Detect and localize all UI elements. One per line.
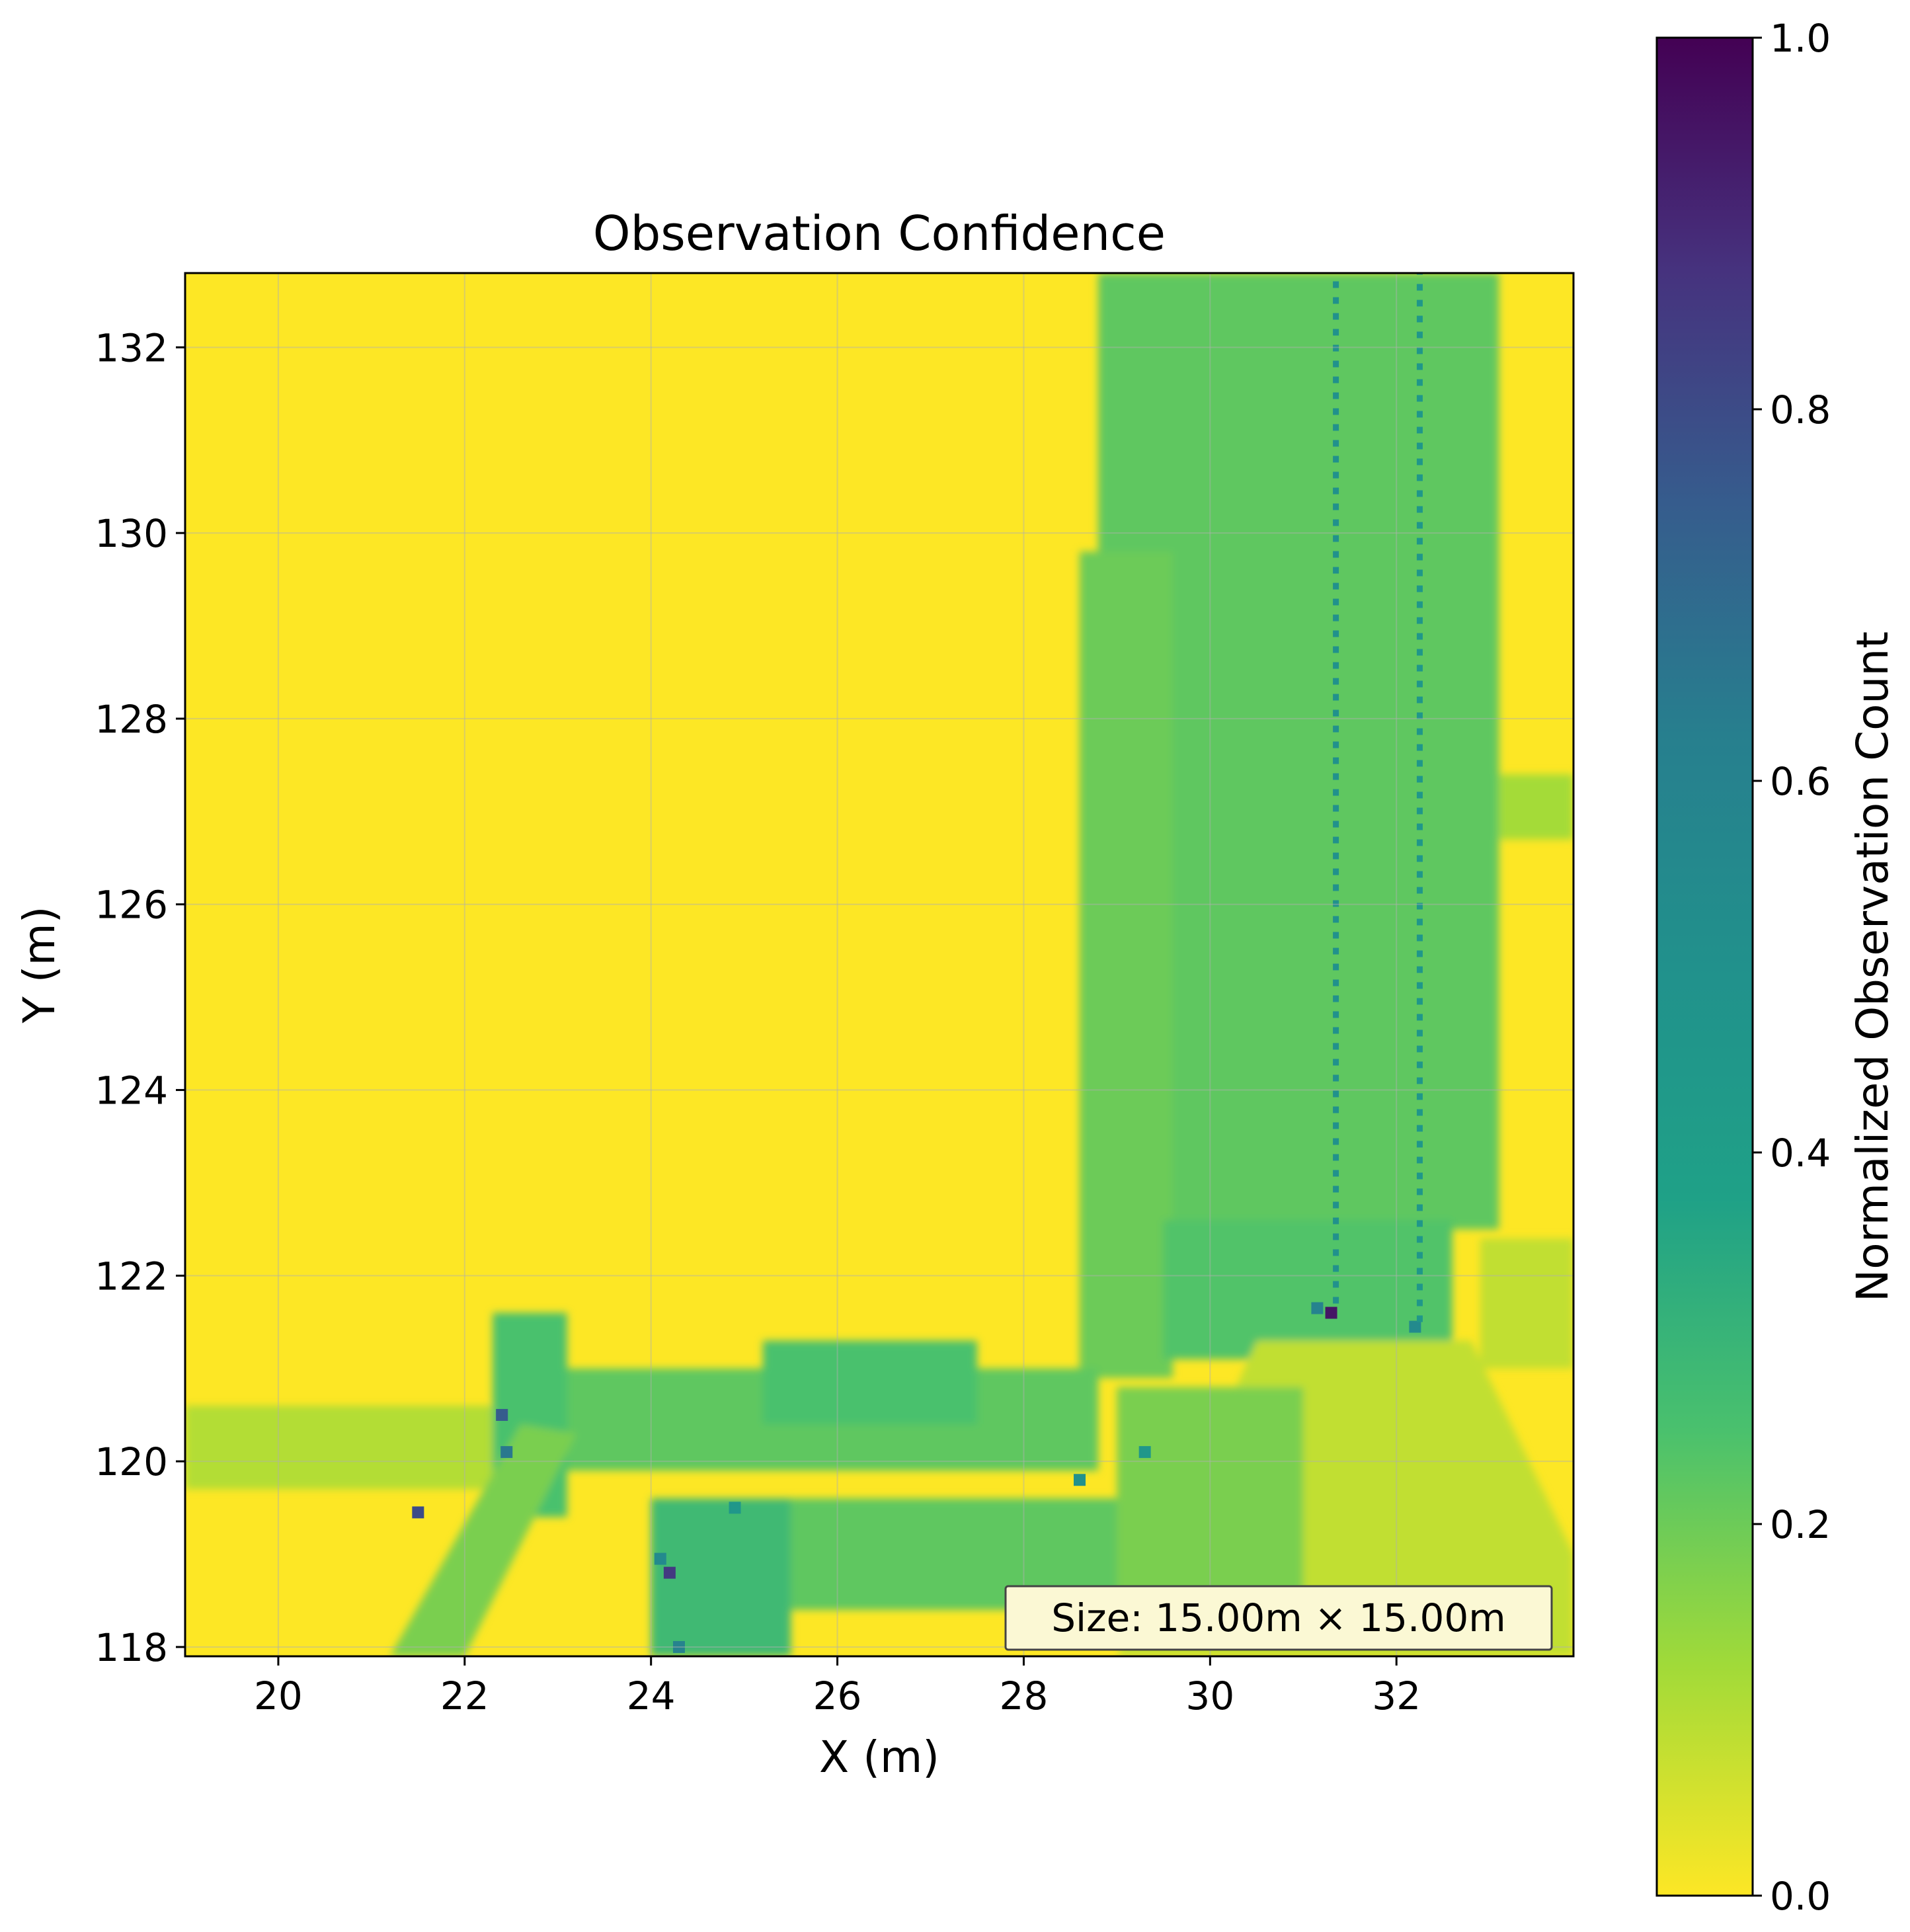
heatmap-tracks (1333, 273, 1423, 1322)
colorbar-ticks: 0.0 0.2 0.4 0.6 0.8 1.0 (1753, 16, 1831, 1919)
colorbar: 0.0 0.2 0.4 0.6 0.8 1.0 Normalized Observatio… (1655, 16, 1898, 1919)
colorbar-tick-label: 0.6 (1770, 759, 1831, 804)
heatmap-peak-1 (1311, 1302, 1324, 1314)
heatmap-peak-4 (496, 1408, 508, 1421)
heatmap-peaks (412, 1302, 1421, 1653)
plot-frame (184, 272, 1575, 1658)
x-tick-label: 20 (254, 1673, 303, 1718)
y-tick-label: 130 (95, 511, 168, 556)
y-tick-label: 122 (95, 1254, 168, 1299)
heatmap-peak-5 (500, 1446, 513, 1459)
heatmap-peak-8 (1074, 1474, 1086, 1486)
heatmap-peak-7 (1409, 1320, 1421, 1333)
x-tick-label: 32 (1372, 1673, 1421, 1718)
x-tick-label: 22 (440, 1673, 489, 1718)
annotation-box (1004, 1585, 1553, 1651)
heatmap-region-7 (762, 1340, 977, 1424)
colorbar-gradient (1655, 36, 1754, 1897)
heatmap-region-3 (1480, 1238, 1573, 1369)
colorbar-tick-label: 0.2 (1770, 1502, 1831, 1547)
colorbar-tick-label: 0.4 (1770, 1131, 1831, 1176)
x-tick-label: 24 (627, 1673, 676, 1718)
y-tick-label: 132 (95, 325, 168, 370)
y-tick-label: 126 (95, 883, 168, 928)
heatmap-plot: 20 22 24 26 28 30 32 118 120 122 124 126 128 130 132 (95, 272, 1575, 1718)
heatmap-peak-11 (672, 1640, 685, 1653)
heatmap-region-4 (1163, 1220, 1452, 1359)
x-tick-label: 26 (813, 1673, 862, 1718)
x-tick-label: 28 (1000, 1673, 1049, 1718)
heatmap-region-1 (1080, 551, 1173, 1378)
y-tick-label: 120 (95, 1439, 168, 1484)
grid-lines (185, 273, 1573, 1656)
heatmap-peak-0 (1325, 1307, 1337, 1319)
x-ticks: 20 22 24 26 28 30 32 (254, 1656, 1421, 1718)
y-ticks: 118 120 122 124 126 128 130 132 (95, 325, 185, 1670)
heatmap-region-10 (390, 1424, 577, 1656)
x-axis-label: X (m) (819, 1732, 939, 1783)
heatmap-peak-9 (1138, 1446, 1151, 1459)
annotation-text: Size: 15.00m × 15.00m (1051, 1595, 1506, 1640)
chart-title: Observation Confidence (593, 206, 1166, 261)
y-tick-label: 124 (95, 1068, 168, 1113)
heatmap-peak-2 (663, 1566, 676, 1579)
y-tick-label: 118 (95, 1625, 168, 1670)
y-axis-label: Y (m) (14, 906, 65, 1024)
heatmap-region-9 (185, 1405, 493, 1490)
colorbar-tick-label: 0.8 (1770, 387, 1831, 432)
x-tick-label: 30 (1185, 1673, 1234, 1718)
heatmap-peak-10 (729, 1502, 741, 1514)
heatmap-peak-6 (412, 1506, 424, 1519)
size-annotation: Size: 15.00m × 15.00m (1004, 1585, 1553, 1651)
y-tick-label: 128 (95, 697, 168, 742)
heatmap-peak-3 (654, 1552, 666, 1565)
heatmap-region-2 (1499, 774, 1573, 840)
colorbar-tick-label: 0.0 (1770, 1874, 1831, 1919)
colorbar-label: Normalized Observation Count (1847, 631, 1898, 1302)
colorbar-tick-label: 1.0 (1770, 16, 1831, 61)
heatmap-cells (185, 273, 1573, 1656)
